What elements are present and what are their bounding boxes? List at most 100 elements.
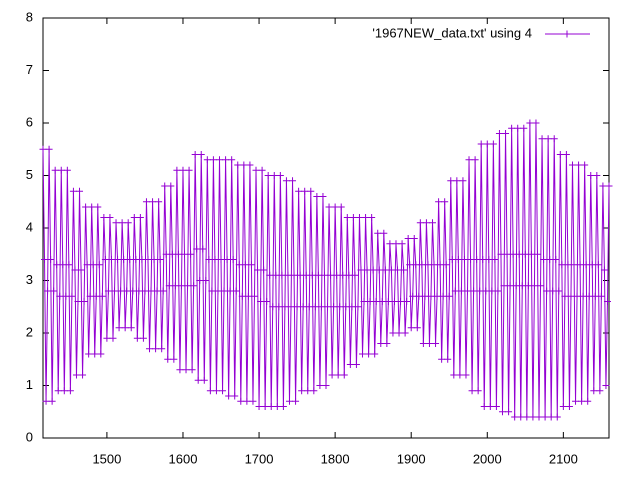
point-marker <box>418 261 426 269</box>
point-marker <box>575 161 583 169</box>
point-marker <box>114 256 122 263</box>
point-marker <box>152 345 160 353</box>
point-marker <box>439 292 447 300</box>
point-marker <box>374 229 382 237</box>
point-marker <box>465 156 473 164</box>
point-marker <box>573 292 581 300</box>
point-marker <box>537 282 545 290</box>
point-marker <box>435 198 443 206</box>
point-marker <box>304 387 312 395</box>
point-marker <box>211 256 219 263</box>
point-marker <box>279 403 287 410</box>
point-marker <box>162 250 170 258</box>
point-marker <box>234 161 242 169</box>
point-marker <box>278 271 286 279</box>
point-marker <box>546 256 554 263</box>
point-marker <box>363 266 371 274</box>
point-marker <box>86 292 94 300</box>
point-marker <box>222 156 230 164</box>
point-marker <box>494 287 502 295</box>
point-marker <box>550 135 558 143</box>
point-marker <box>171 282 179 290</box>
point-marker <box>295 187 303 195</box>
point-marker <box>386 240 394 248</box>
point-marker <box>220 287 228 295</box>
point-marker <box>549 287 557 295</box>
point-marker <box>467 256 475 263</box>
point-marker <box>305 303 313 311</box>
point-marker <box>509 250 517 258</box>
point-marker <box>203 156 211 164</box>
point-marker <box>351 271 359 279</box>
point-marker <box>505 408 513 416</box>
point-marker <box>403 298 411 305</box>
point-marker <box>352 361 360 368</box>
point-marker <box>380 229 388 237</box>
point-marker <box>319 193 327 200</box>
point-marker <box>515 250 523 258</box>
point-marker <box>517 413 525 421</box>
point-marker <box>241 261 249 269</box>
legend-label: '1967NEW_data.txt' using 4 <box>372 25 532 40</box>
point-marker <box>413 324 421 332</box>
y-tick-label: 2 <box>26 324 33 339</box>
point-marker <box>136 214 144 221</box>
point-marker <box>340 371 348 379</box>
point-marker <box>314 271 322 279</box>
point-marker <box>582 261 590 269</box>
point-marker <box>141 287 149 295</box>
point-marker <box>130 214 138 221</box>
point-marker <box>331 203 339 211</box>
point-marker <box>400 266 408 274</box>
point-marker <box>511 413 519 421</box>
point-marker <box>442 261 450 269</box>
point-marker <box>42 397 50 405</box>
point-marker <box>430 261 438 269</box>
point-marker <box>185 166 193 174</box>
point-marker <box>345 271 353 279</box>
point-marker <box>486 403 494 410</box>
point-marker <box>416 219 424 227</box>
point-marker <box>483 140 491 148</box>
point-marker <box>603 298 611 305</box>
point-marker <box>339 271 347 279</box>
point-marker <box>257 298 265 305</box>
point-marker <box>85 350 93 358</box>
point-marker <box>406 261 414 269</box>
point-marker <box>60 387 68 395</box>
point-marker <box>415 292 423 300</box>
point-marker <box>47 256 55 263</box>
point-marker <box>147 287 155 295</box>
point-marker <box>76 187 84 195</box>
point-marker <box>127 324 135 332</box>
point-marker <box>112 219 120 227</box>
point-marker <box>267 403 275 410</box>
point-marker <box>109 334 117 342</box>
point-marker <box>355 214 363 221</box>
point-marker <box>584 397 592 405</box>
point-marker <box>322 382 330 389</box>
point-marker <box>199 245 207 253</box>
point-marker <box>101 256 109 263</box>
point-marker <box>289 177 297 185</box>
point-marker <box>597 292 605 300</box>
point-marker <box>543 287 551 295</box>
point-marker <box>447 177 455 185</box>
point-marker <box>146 345 154 353</box>
point-marker <box>398 240 406 248</box>
point-marker <box>191 151 199 158</box>
point-marker <box>263 298 271 305</box>
point-marker <box>527 250 535 258</box>
point-marker <box>158 345 166 353</box>
point-marker <box>533 250 541 258</box>
point-marker <box>512 282 520 290</box>
point-marker <box>232 287 240 295</box>
point-marker <box>342 303 350 311</box>
point-marker <box>57 166 65 174</box>
point-marker <box>194 376 202 384</box>
point-marker <box>562 151 570 158</box>
point-marker <box>225 392 233 400</box>
point-marker <box>89 261 97 269</box>
point-marker <box>524 282 532 290</box>
